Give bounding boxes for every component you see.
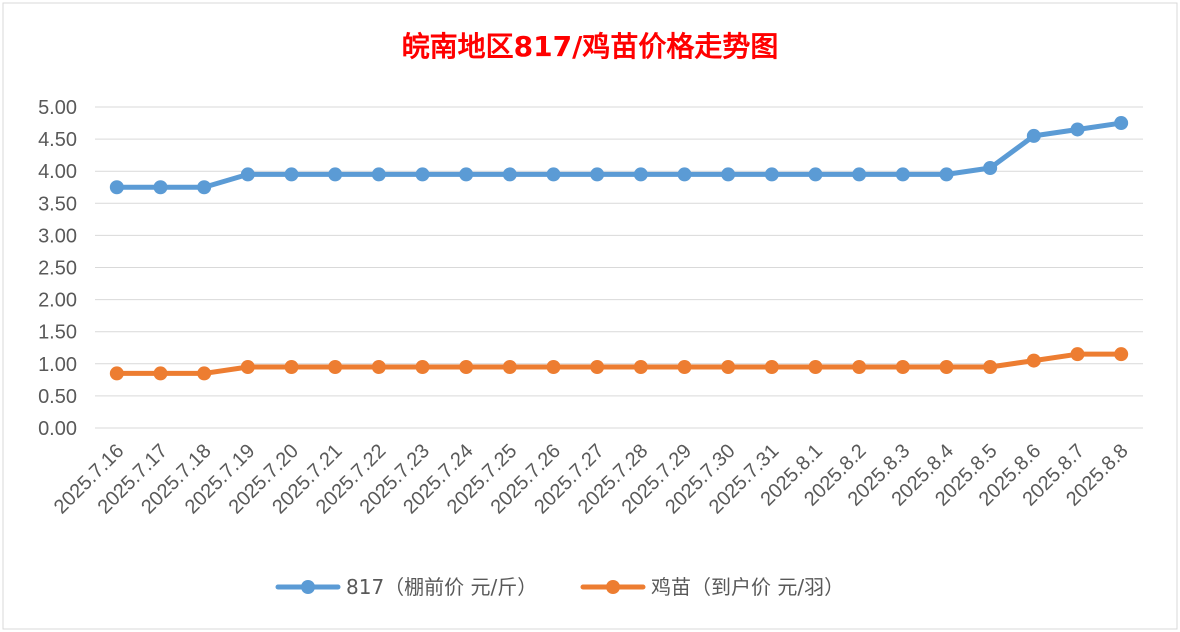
data-point xyxy=(590,167,605,182)
legend: 817（棚前价 元/斤） 鸡苗（到户价 元/羽） xyxy=(275,575,844,599)
legend-item: 817（棚前价 元/斤） xyxy=(275,575,537,599)
data-point xyxy=(240,360,255,375)
data-point xyxy=(546,360,561,375)
gridlines xyxy=(95,106,1143,429)
data-point xyxy=(1026,128,1041,143)
data-point xyxy=(371,167,386,182)
y-tick-label: 1.50 xyxy=(38,322,77,344)
data-point xyxy=(153,366,168,381)
data-point xyxy=(852,167,867,182)
legend-swatch-marker xyxy=(606,580,620,594)
data-point xyxy=(459,360,474,375)
data-point xyxy=(415,167,430,182)
data-point xyxy=(328,167,343,182)
data-point xyxy=(502,360,517,375)
data-point xyxy=(808,167,823,182)
data-point xyxy=(983,160,998,175)
y-tick-label: 2.50 xyxy=(38,258,77,280)
y-tick-label: 2.00 xyxy=(38,290,77,312)
data-point xyxy=(764,167,779,182)
data-point xyxy=(1070,122,1085,137)
legend-label: 817（棚前价 元/斤） xyxy=(346,575,537,599)
data-point xyxy=(284,167,299,182)
data-point xyxy=(939,167,954,182)
data-point xyxy=(633,167,648,182)
data-point xyxy=(502,167,517,182)
data-point xyxy=(1070,347,1085,362)
legend-item: 鸡苗（到户价 元/羽） xyxy=(580,575,844,599)
data-point xyxy=(895,360,910,375)
data-point xyxy=(721,167,736,182)
legend-swatch-marker xyxy=(301,580,315,594)
data-point xyxy=(240,167,255,182)
data-point xyxy=(895,167,910,182)
data-point xyxy=(808,360,823,375)
data-point xyxy=(1026,353,1041,368)
data-point xyxy=(197,366,212,381)
y-tick-label: 0.50 xyxy=(38,386,77,408)
data-point xyxy=(328,360,343,375)
data-point xyxy=(633,360,648,375)
y-tick-label: 4.00 xyxy=(38,161,77,183)
legend-label: 鸡苗（到户价 元/羽） xyxy=(651,575,844,599)
series-line xyxy=(114,120,1124,190)
data-point xyxy=(677,167,692,182)
data-point xyxy=(415,360,430,375)
series-layer xyxy=(109,116,1129,381)
y-tick-label: 1.00 xyxy=(38,354,77,376)
data-point xyxy=(677,360,692,375)
y-tick-label: 0.00 xyxy=(38,418,77,440)
data-point xyxy=(546,167,561,182)
y-tick-label: 5.00 xyxy=(38,97,77,119)
data-point xyxy=(852,360,867,375)
data-point xyxy=(983,360,998,375)
data-point xyxy=(284,360,299,375)
data-point xyxy=(109,366,124,381)
series-2 xyxy=(109,347,1129,381)
chart-title: 皖南地区817/鸡苗价格走势图 xyxy=(402,30,779,63)
y-tick-label: 3.50 xyxy=(38,193,77,215)
series-line xyxy=(114,351,1124,376)
data-point xyxy=(459,167,474,182)
data-point xyxy=(1114,116,1129,131)
data-point xyxy=(371,360,386,375)
series-1 xyxy=(109,116,1129,195)
y-tick-label: 4.50 xyxy=(38,129,77,151)
data-point xyxy=(590,360,605,375)
data-point xyxy=(721,360,736,375)
data-point xyxy=(1114,347,1129,362)
data-point xyxy=(764,360,779,375)
data-point xyxy=(109,180,124,195)
data-point xyxy=(153,180,168,195)
y-axis-ticks: 0.00 0.50 1.00 1.50 2.00 2.50 3.00 3.50 4.00 4.50… xyxy=(38,97,77,440)
data-point xyxy=(197,180,212,195)
data-point xyxy=(939,360,954,375)
y-tick-label: 3.00 xyxy=(38,225,77,247)
